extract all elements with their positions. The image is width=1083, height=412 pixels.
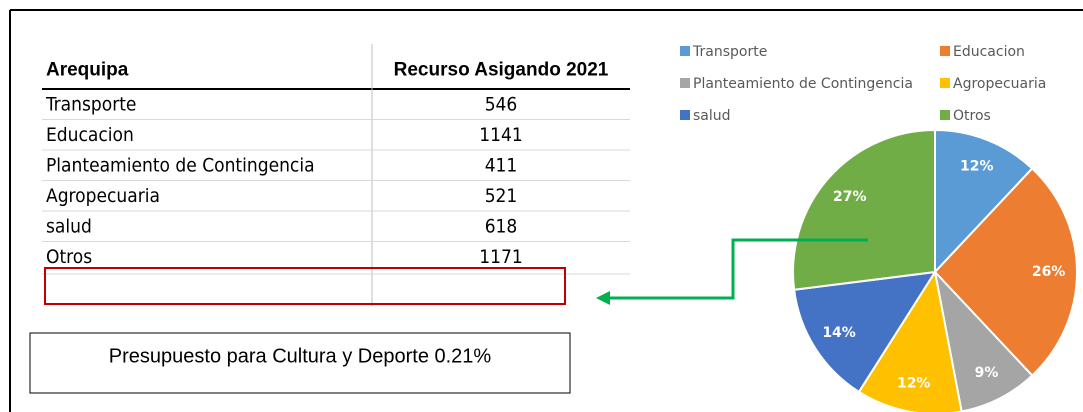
legend: Transporte Educacion Planteamiento de Cont… [680, 44, 1046, 124]
table-cell: 1171 [479, 246, 523, 268]
table-cell: Transporte [45, 94, 136, 116]
data-label: 27% [833, 189, 867, 205]
table-cell: Educacion [46, 124, 134, 146]
legend-swatch [680, 110, 690, 120]
highlight-box [44, 267, 566, 305]
pie-slice [792, 128, 936, 291]
note: Presupuesto para Cultura y Deporte 0.21% [109, 345, 492, 367]
table-cell: Planteamiento de Contingencia [46, 155, 315, 177]
table: Arequipa Recurso Asigando 2021 Transporte 5… [42, 44, 630, 307]
table-cell: 1141 [479, 124, 523, 146]
legend-swatch [680, 78, 690, 88]
legend-swatch [940, 46, 950, 56]
pie-chart: 12% 26% 9% 12% 14% 27% [792, 128, 1079, 412]
legend-label: salud [693, 108, 731, 124]
data-label: 12% [960, 158, 994, 174]
arrow-head [596, 291, 610, 305]
pie-slice [933, 167, 1079, 377]
table-cell: 411 [485, 155, 518, 177]
legend-label: Otros [953, 108, 991, 124]
legend-label: Planteamiento de Contingencia [693, 76, 913, 92]
data-label: 9% [975, 365, 999, 381]
table-cell: Otros [46, 246, 92, 268]
pie-slice [857, 269, 963, 412]
note-box [29, 332, 571, 394]
legend-swatch [680, 46, 690, 56]
legend-swatch [940, 110, 950, 120]
legend-swatch [940, 78, 950, 88]
table-cell: salud [46, 216, 92, 238]
table-cell: Agropecuaria [46, 185, 160, 207]
table-cell: 521 [485, 185, 518, 207]
legend-label: Transporte [692, 44, 767, 60]
legend-label: Agropecuaria [953, 76, 1046, 92]
data-label: 12% [897, 376, 931, 392]
column-header: Recurso Asigando 2021 [394, 60, 609, 81]
arrow [608, 238, 868, 300]
table-cell: 546 [485, 94, 518, 116]
data-label: 26% [1032, 264, 1066, 280]
data-label: 14% [822, 325, 856, 341]
pie-slice [793, 270, 937, 394]
legend-label: Educacion [953, 44, 1025, 60]
column-header: Arequipa [46, 60, 129, 81]
table-cell: 618 [485, 216, 518, 238]
pie-slice [933, 268, 1034, 412]
pie-slice [934, 128, 1034, 275]
